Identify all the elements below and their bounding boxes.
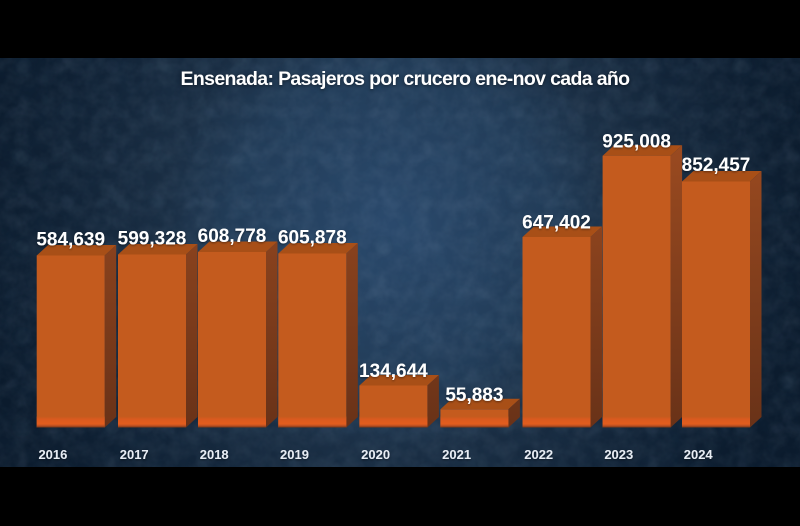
svg-text:608,778: 608,778 (198, 226, 267, 247)
svg-text:599,328: 599,328 (118, 228, 187, 249)
svg-text:2018: 2018 (200, 447, 229, 462)
svg-text:55,883: 55,883 (445, 385, 503, 406)
svg-text:2020: 2020 (361, 447, 390, 462)
svg-text:134,644: 134,644 (359, 361, 428, 382)
svg-text:647,402: 647,402 (522, 213, 591, 234)
svg-text:605,878: 605,878 (278, 227, 347, 248)
svg-text:2021: 2021 (442, 447, 471, 462)
svg-text:2019: 2019 (280, 447, 309, 462)
svg-text:2023: 2023 (604, 447, 633, 462)
svg-text:584,639: 584,639 (36, 229, 105, 250)
svg-text:925,008: 925,008 (602, 131, 671, 152)
svg-text:852,457: 852,457 (682, 155, 751, 176)
svg-text:2017: 2017 (120, 447, 149, 462)
svg-text:2022: 2022 (524, 447, 553, 462)
svg-text:2024: 2024 (684, 447, 714, 462)
svg-text:2016: 2016 (38, 447, 67, 462)
